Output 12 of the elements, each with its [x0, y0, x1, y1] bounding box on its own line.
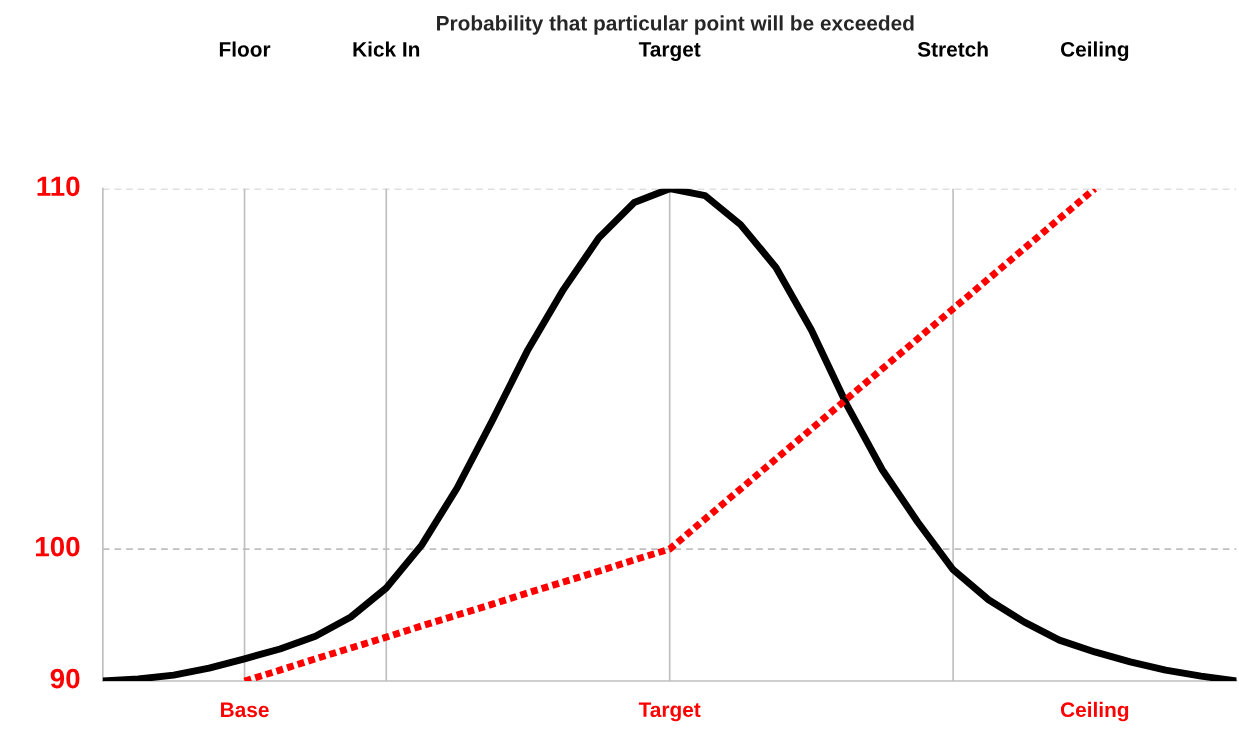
text: Base	[221, 702, 269, 718]
text: 100	[36, 536, 80, 557]
x-tick-label: Stretch	[917, 41, 988, 57]
x-tick-label: Ceiling	[1060, 41, 1129, 61]
text: Ceiling	[1060, 701, 1129, 722]
chart-title: Probability that particular point will be exceeded	[437, 15, 914, 35]
x-tick-label: Target	[638, 42, 701, 61]
x-tick-label: Floor	[219, 41, 271, 57]
text: Target	[638, 702, 701, 722]
text: 110	[37, 176, 80, 197]
text: 90	[50, 668, 80, 689]
x-tick-label: Kick In	[353, 41, 420, 57]
